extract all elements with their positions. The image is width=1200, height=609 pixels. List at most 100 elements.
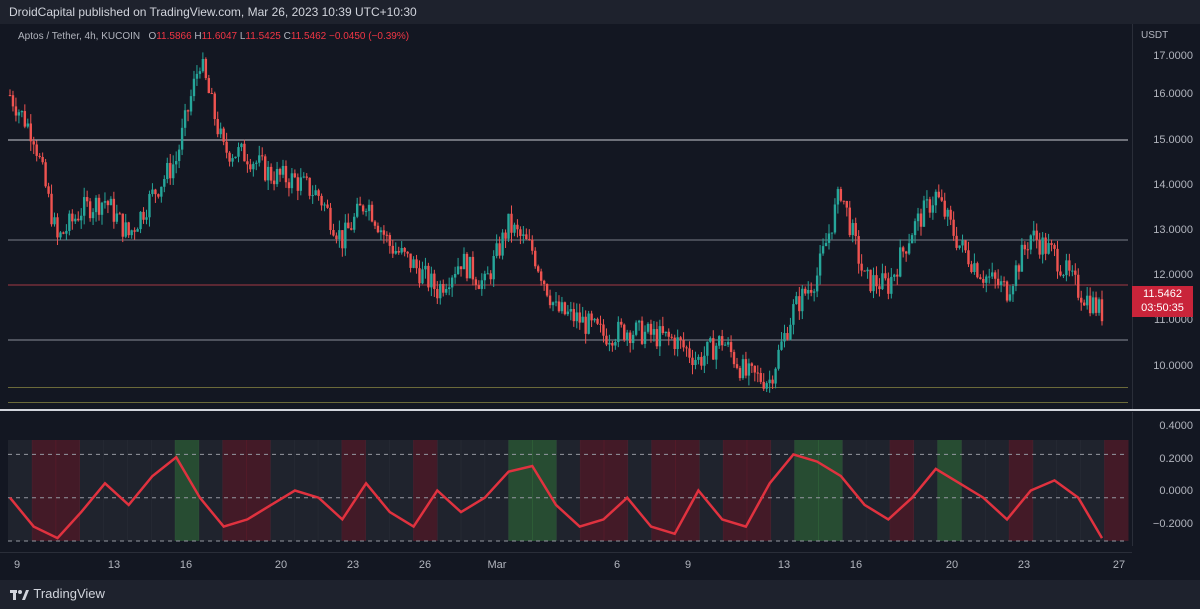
- candle-body: [928, 199, 932, 213]
- candle-body: [896, 274, 899, 277]
- candle-body: [1008, 294, 1012, 301]
- candle-body: [323, 204, 326, 206]
- candle-body: [649, 323, 653, 335]
- candle-body: [504, 232, 507, 239]
- oscillator-zone: [31, 440, 57, 541]
- candle-body: [1077, 274, 1080, 298]
- published-text: DroidCapital published on TradingView.co…: [9, 5, 417, 19]
- candle-body: [177, 149, 181, 162]
- candle-body: [584, 316, 587, 334]
- candle-body: [1017, 265, 1021, 272]
- candle-body: [281, 165, 285, 175]
- candle-body: [620, 321, 623, 325]
- candle-body: [712, 338, 715, 360]
- candle-body: [44, 162, 47, 187]
- candle-body: [317, 190, 320, 196]
- candle-body: [581, 316, 584, 323]
- candle-body: [602, 324, 605, 336]
- candle-body: [314, 190, 317, 196]
- candle-body: [925, 199, 929, 201]
- candle-body: [370, 204, 374, 222]
- candle-body: [1032, 230, 1035, 236]
- candle-body: [20, 111, 24, 113]
- candle-body: [1014, 265, 1018, 287]
- candle-body: [608, 342, 611, 345]
- candle-body: [1065, 260, 1068, 276]
- candle-body: [1050, 243, 1053, 245]
- price-tick: 17.0000: [1153, 50, 1193, 62]
- candle-body: [830, 232, 834, 234]
- candle-body: [418, 268, 421, 284]
- candle-body: [809, 289, 813, 293]
- candle-body: [732, 352, 736, 365]
- candle-body: [910, 235, 914, 244]
- oscillator-zone: [460, 440, 486, 541]
- candle-body: [922, 200, 926, 227]
- candle-body: [302, 176, 305, 178]
- candle-body: [750, 363, 754, 366]
- candle-body: [804, 288, 807, 294]
- oscillator-zone: [1032, 440, 1058, 541]
- candle-body: [919, 213, 923, 227]
- oscillator-zone: [1008, 440, 1034, 541]
- candle-body: [71, 213, 74, 222]
- price-scale[interactable]: USDT 17.0000 16.0000 15.0000 14.0000 13.…: [1132, 24, 1200, 410]
- tradingview-logo[interactable]: TradingView: [10, 586, 105, 602]
- candle-body: [872, 275, 875, 292]
- oscillator-scale[interactable]: 0.4000 0.2000 0.0000 −0.2000: [1132, 412, 1200, 546]
- candle-body: [1085, 295, 1089, 306]
- candle-body: [979, 277, 982, 280]
- candle-body: [35, 144, 38, 156]
- candle-body: [364, 211, 368, 213]
- candle-body: [299, 177, 303, 191]
- last-price: 11.5462: [1143, 288, 1182, 300]
- time-label: 6: [613, 559, 621, 571]
- time-axis[interactable]: 9 13 16 20 23 26 Mar 6 9 13 16 20 23 27: [0, 552, 1132, 577]
- candle-body: [993, 272, 997, 279]
- candle-body: [913, 221, 917, 236]
- candle-body: [198, 71, 202, 74]
- candle-body: [447, 287, 451, 289]
- candle-body: [68, 213, 71, 231]
- candle-body: [893, 274, 896, 277]
- brand-name: TradingView: [33, 586, 105, 601]
- oscillator-zone: [603, 440, 629, 541]
- candle-body: [174, 161, 178, 165]
- candle-body: [667, 331, 670, 337]
- candle-body: [23, 111, 27, 127]
- candle-body: [1011, 286, 1015, 295]
- candle-body: [103, 201, 107, 203]
- candle-body: [516, 224, 519, 230]
- candle-body: [358, 203, 362, 206]
- candle-body: [875, 275, 878, 287]
- candle-body: [11, 95, 15, 107]
- candle-body: [771, 379, 774, 384]
- candle-body: [459, 266, 463, 270]
- candle-body: [572, 309, 576, 322]
- candle-body: [881, 273, 884, 290]
- candle-body: [118, 213, 121, 215]
- candle-body: [169, 162, 172, 179]
- oscillator-zone: [55, 440, 80, 541]
- oscillator-zone: [198, 440, 223, 541]
- candle-body: [976, 263, 979, 278]
- candle-body: [468, 256, 472, 279]
- candle-body: [637, 320, 641, 323]
- time-label: 20: [945, 559, 959, 571]
- candle-body: [542, 280, 546, 285]
- candle-body: [124, 222, 127, 237]
- time-label: 9: [684, 559, 692, 571]
- candle-body: [332, 229, 335, 236]
- candle-body: [531, 239, 534, 251]
- candle-body: [617, 321, 620, 343]
- candle-body: [964, 240, 967, 251]
- candle-body: [1041, 237, 1044, 255]
- candle-body: [596, 318, 599, 324]
- pane-divider[interactable]: [0, 409, 1200, 411]
- candle-body: [50, 193, 53, 225]
- candle-body: [720, 336, 724, 346]
- oscillator-zone: [484, 440, 509, 541]
- candle-body: [949, 209, 952, 220]
- high-label: H: [194, 31, 202, 42]
